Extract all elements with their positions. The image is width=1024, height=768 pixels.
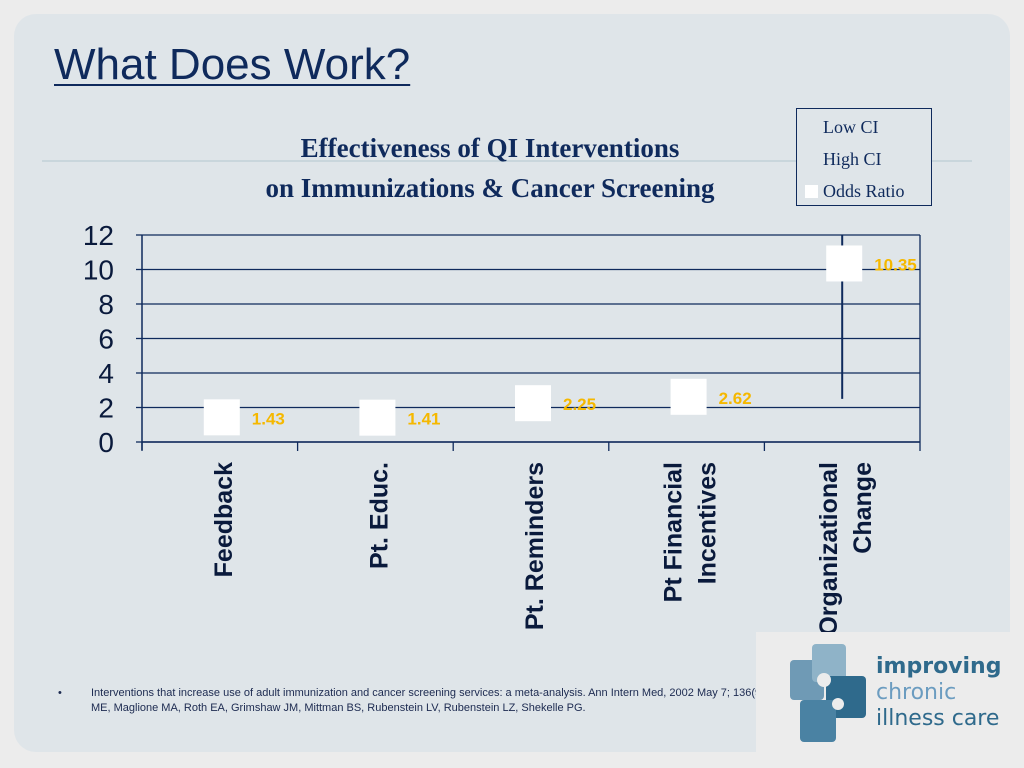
footnote-text: Interventions that increase use of adult… [91,687,965,714]
odds-ratio-marker [359,399,396,436]
x-category-label: Pt. Educ. [365,462,393,569]
title-divider [42,160,972,162]
chart-title-line1: Effectiveness of QI Interventions [300,133,680,163]
y-tick-label: 2 [98,393,114,424]
odds-ratio-marker [515,385,551,422]
logo-line-1: improving [876,654,1002,679]
x-category-label: Incentives [694,462,722,584]
chart-title: Effectiveness of QI Interventions on Imm… [190,128,790,208]
logo-area [756,632,1024,768]
y-tick-label: 8 [98,289,114,320]
logo-line-3: illness care [876,706,1000,731]
odds-ratio-marker [826,245,863,282]
data-label: 10.35 [874,255,917,274]
x-category-label: Pt. Reminders [521,462,549,630]
y-tick-label: 0 [98,427,114,458]
odds-ratio-marker [203,399,240,436]
y-tick-label: 6 [98,324,114,355]
y-tick-label: 4 [98,358,114,389]
legend-item-odds-ratio: Odds Ratio [823,181,905,201]
x-category-label: Pt Financial [660,462,688,602]
x-category-label: Organizational [815,462,843,636]
legend-swatch-odds-ratio [805,185,818,198]
chart-legend: Low CI High CI Odds Ratio [796,108,932,206]
logo-line-2: chronic [876,680,957,705]
chart-title-line2: on Immunizations & Cancer Screening [265,173,715,203]
odds-ratio-marker [670,378,707,415]
data-label: 2.25 [563,395,596,414]
data-label: 2.62 [719,389,752,408]
legend-item-low-ci: Low CI [823,117,879,137]
logo-text: improving chronic illness care [876,654,1001,732]
y-tick-label: 12 [83,220,114,251]
puzzle-pieces-icon [790,644,866,742]
legend-item-high-ci: High CI [823,149,882,169]
footnote-bullet: • [58,687,62,699]
slide-title: What Does Work? [54,40,411,89]
x-category-label: Change [849,462,877,554]
y-tick-label: 10 [83,255,114,286]
x-category-label: Feedback [210,462,238,577]
data-label: 1.41 [407,410,440,429]
data-label: 1.43 [252,409,285,428]
